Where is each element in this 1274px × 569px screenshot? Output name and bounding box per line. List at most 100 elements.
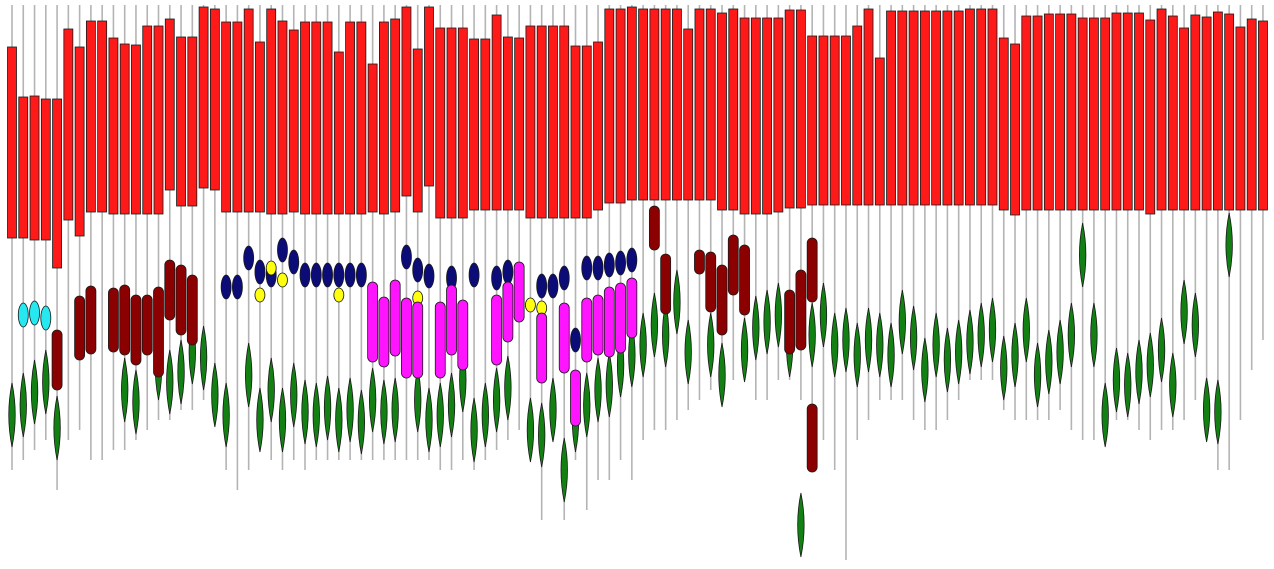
red-rect-glyph [367,63,378,213]
red-rect-glyph [221,21,232,213]
navy-oval-glyph [547,273,559,299]
red-rect-glyph [750,17,761,215]
red-rect-glyph [897,10,908,206]
maroon-pill-glyph [141,294,153,356]
red-rect-glyph [1134,12,1144,211]
green-diamond-glyph [864,307,873,373]
green-diamond-glyph [898,289,906,355]
red-rect-glyph [773,17,784,213]
magenta-pill-glyph [457,299,469,371]
green-diamond-glyph [1045,329,1053,395]
green-diamond-glyph [1112,347,1121,413]
green-diamond-glyph [1157,317,1166,383]
red-rect-glyph [446,27,457,219]
red-rect-glyph [119,43,130,215]
red-rect-glyph [1145,19,1156,215]
maroon-pill-glyph [727,234,739,296]
green-diamond-glyph [199,325,208,391]
navy-oval-glyph [299,262,311,288]
magenta-pill-glyph [491,294,503,366]
green-diamond-glyph [718,342,726,408]
green-diamond-glyph [662,302,670,368]
magenta-pill-glyph [502,281,514,343]
red-rect-glyph [581,45,592,219]
navy-oval-glyph [626,247,638,273]
green-diamond-glyph [222,382,230,448]
magenta-pill-glyph [389,279,401,357]
navy-oval-glyph [355,262,367,288]
red-rect-glyph [18,96,29,239]
navy-oval-glyph [401,244,412,270]
green-diamond-glyph [290,362,298,428]
red-rect-glyph [480,38,491,211]
red-rect-glyph [300,21,310,215]
green-diamond-glyph [853,322,861,388]
green-diamond-glyph [493,367,501,433]
green-diamond-glyph [538,402,546,468]
maroon-pill-glyph [130,294,142,366]
red-rect-glyph [908,10,919,206]
green-diamond-glyph [1180,279,1188,345]
green-diamond-glyph [650,292,658,358]
green-diamond-glyph [211,362,219,428]
red-rect-glyph [1100,17,1111,211]
red-rect-glyph [311,21,322,215]
red-rect-glyph [919,10,930,206]
red-rect-glyph [965,8,975,206]
green-diamond-glyph [943,327,952,393]
red-rect-glyph [1190,14,1201,211]
green-diamond-glyph [1169,352,1177,418]
red-rect-glyph [232,21,243,213]
red-rect-glyph [198,6,209,189]
cyan-oval-glyph [40,305,52,331]
red-rect-glyph [1156,8,1167,211]
navy-oval-glyph [423,263,435,289]
green-diamond-glyph [1101,382,1109,448]
yellow-oval-glyph [333,287,345,303]
navy-oval-glyph [581,255,593,281]
magenta-pill-glyph [603,286,615,358]
green-diamond-glyph [594,357,602,423]
maroon-pill-glyph [806,403,818,473]
green-diamond-glyph [1090,302,1098,368]
maroon-pill-glyph [51,329,63,391]
green-diamond-glyph [256,387,264,453]
red-rect-glyph [649,8,660,201]
red-rect-glyph [1077,17,1088,211]
red-rect-glyph [886,10,896,206]
navy-oval-glyph [412,257,424,283]
red-rect-glyph [1043,13,1054,211]
red-rect-glyph [1224,13,1235,211]
green-diamond-glyph [628,322,636,388]
green-diamond-glyph [267,357,275,423]
green-diamond-glyph [797,492,805,558]
red-rect-glyph [1021,15,1032,211]
green-diamond-glyph [121,357,129,423]
green-diamond-glyph [53,395,61,461]
navy-oval-glyph [570,327,581,353]
green-diamond-glyph [1135,339,1143,405]
green-diamond-glyph [549,377,557,443]
red-rect-glyph [739,17,750,215]
red-rect-glyph [288,29,299,213]
red-rect-glyph [1246,18,1257,211]
green-diamond-glyph [605,352,613,418]
navy-oval-glyph [277,237,288,263]
yellow-oval-glyph [265,260,277,276]
green-diamond-glyph [1214,379,1222,445]
red-rect-glyph [1055,13,1066,211]
red-rect-glyph [97,20,108,213]
cyan-oval-glyph [17,302,29,328]
navy-oval-glyph [288,249,300,275]
green-diamond-glyph [504,355,512,421]
red-rect-glyph [1010,43,1020,216]
navy-oval-glyph [468,262,480,288]
green-diamond-glyph [977,302,985,368]
navy-oval-glyph [603,252,615,278]
red-rect-glyph [931,10,942,206]
green-diamond-glyph [346,377,354,443]
green-diamond-glyph [1067,302,1075,368]
red-rect-glyph [187,36,198,207]
maroon-pill-glyph [660,253,672,315]
green-diamond-glyph [470,397,478,463]
